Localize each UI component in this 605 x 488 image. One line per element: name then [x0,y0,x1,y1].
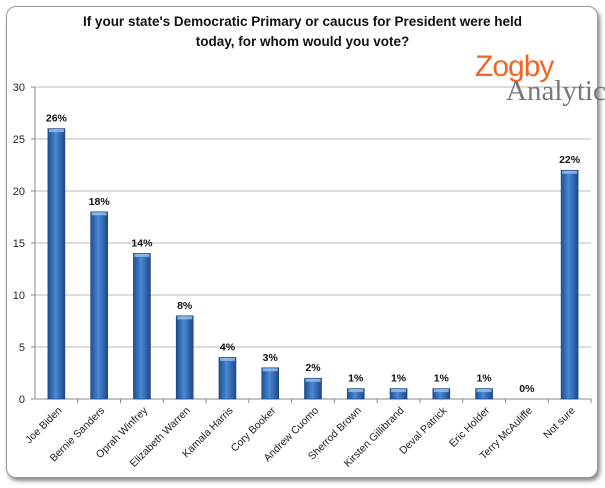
data-label: 3% [263,352,279,364]
bar-highlight [562,170,578,174]
bar [432,388,451,400]
data-label: 22% [559,154,581,166]
bar [389,388,408,400]
bar [133,253,151,400]
bar [47,128,66,400]
data-label: 1% [476,373,492,385]
data-label: 2% [305,362,321,374]
bar-highlight [91,212,107,216]
data-label: 0% [519,383,535,395]
bar-highlight [476,389,492,393]
x-tick-label: Eric Holder [447,404,493,450]
data-label: 4% [220,341,236,353]
title-line-1: If your state's Democratic Primary or ca… [82,14,523,29]
data-label: 1% [348,373,364,385]
data-label: 14% [131,237,153,249]
y-tick-label: 15 [13,238,25,250]
bar-highlight [305,378,321,382]
bar-highlight [391,389,407,393]
y-tick-label: 20 [13,186,25,198]
y-tick-label: 0 [19,394,25,406]
bar [304,377,322,400]
y-tick-label: 10 [13,290,25,302]
data-label: 26% [46,113,68,125]
bar [560,169,579,400]
logo-zogby: Zogby [475,50,554,83]
data-label: 1% [391,373,407,385]
y-tick-label: 5 [19,342,25,354]
bar-highlight [348,389,364,393]
title-line-2: today, for whom would you vote? [195,34,410,49]
bar [175,315,194,400]
x-tick-label: Joe Biden [23,405,65,447]
bar-highlight [433,389,449,393]
data-label: 18% [89,196,111,208]
bar-highlight [219,357,235,361]
y-tick-label: 30 [13,82,25,94]
logo-analytics: Analytics [506,75,605,107]
bar [261,367,280,400]
bar-highlight [262,368,278,372]
bar-highlight [177,316,193,320]
chart-title: If your state's Democratic Primary or ca… [0,12,605,52]
bar [346,388,365,400]
data-label: 8% [177,300,193,312]
bar [90,211,108,400]
bar-highlight [48,129,64,133]
data-label: 1% [434,373,450,385]
y-tick-label: 25 [13,134,25,146]
bar [475,388,493,400]
bar [218,357,237,400]
bar-highlight [134,253,150,257]
x-tick-label: Not sure [541,405,578,442]
